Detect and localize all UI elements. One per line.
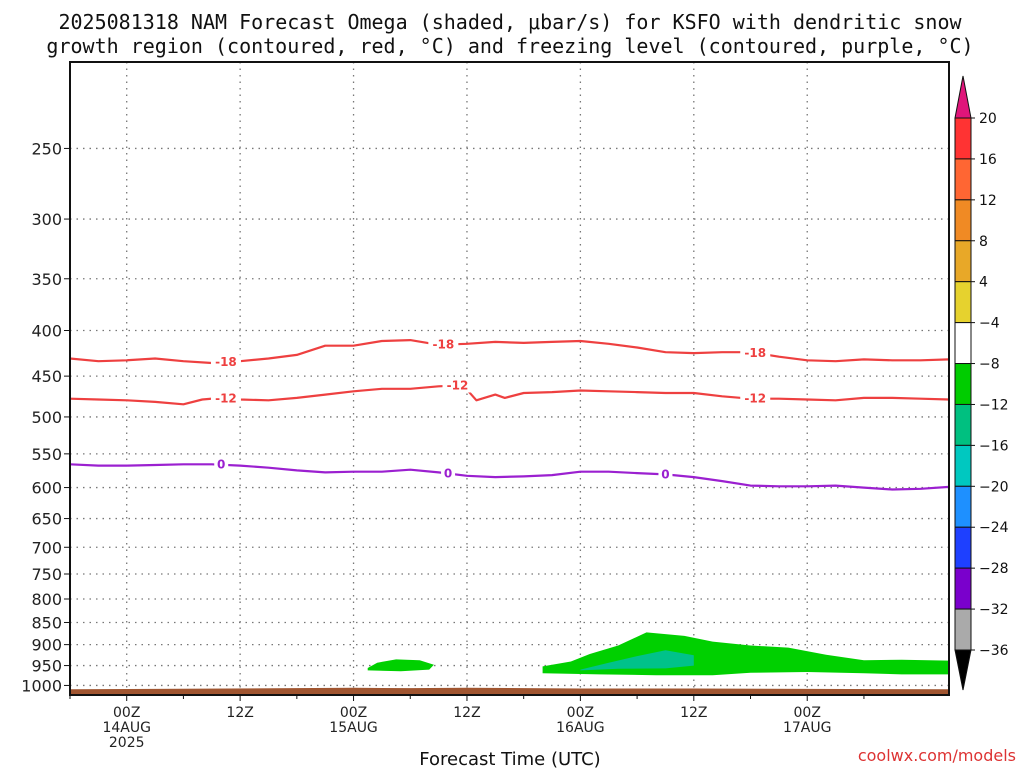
x-axis-label: Forecast Time (UTC) bbox=[419, 749, 600, 768]
y-tick-label: 700 bbox=[31, 538, 62, 557]
contour-label: 0 bbox=[444, 467, 452, 481]
contour-label-bg bbox=[210, 355, 241, 370]
y-tick-label: 250 bbox=[31, 139, 62, 158]
colorbar-swatch bbox=[954, 608, 972, 651]
colorbar-label: 8 bbox=[979, 234, 988, 250]
contour-label-bg bbox=[740, 345, 771, 360]
contour-label-bg bbox=[441, 466, 456, 481]
x-tick-label: 14AUG bbox=[102, 720, 151, 736]
x-tick-label: 15AUG bbox=[329, 720, 378, 736]
y-axis-ticks: 250 300 350 400 450 500 550 600 650 700 750 800 850 9… bbox=[21, 139, 70, 695]
y-tick-label: 850 bbox=[31, 613, 62, 632]
ground-polygon bbox=[70, 687, 949, 695]
ground-fill bbox=[70, 687, 949, 695]
contour-line bbox=[69, 339, 950, 365]
colorbar-swatch bbox=[954, 199, 972, 242]
x-tick-label: 00Z bbox=[340, 705, 367, 721]
omega-shading bbox=[367, 632, 949, 676]
y-tick-label: 950 bbox=[31, 657, 62, 676]
omega-shaded-region bbox=[580, 650, 694, 671]
y-tick-label: 650 bbox=[31, 510, 62, 529]
contour-label-bg bbox=[740, 391, 771, 406]
y-tick-label: 600 bbox=[31, 479, 62, 498]
y-tick-label: 1000 bbox=[21, 676, 62, 695]
contour-label: -12 bbox=[744, 392, 766, 406]
colorbar-label: −28 bbox=[979, 561, 1009, 577]
contour-label: 0 bbox=[661, 467, 669, 481]
colorbar-label: −24 bbox=[979, 520, 1009, 536]
colorbar-swatch bbox=[954, 281, 972, 324]
x-tick-label: 00Z bbox=[113, 705, 140, 721]
contour-line bbox=[69, 463, 950, 491]
colorbar-swatch bbox=[954, 485, 972, 528]
colorbar-label: −8 bbox=[979, 357, 1000, 373]
credit-text: coolwx.com/models bbox=[858, 746, 1016, 765]
y-tick-label: 300 bbox=[31, 210, 62, 229]
colorbar-label: −4 bbox=[979, 316, 1000, 332]
colorbar-swatch bbox=[954, 322, 972, 365]
y-tick-label: 550 bbox=[31, 445, 62, 464]
contour-label: -18 bbox=[215, 355, 237, 369]
contour-label: -18 bbox=[432, 338, 454, 352]
chart-title-line1: 2025081318 NAM Forecast Omega (shaded, μ… bbox=[58, 10, 962, 34]
y-tick-label: 800 bbox=[31, 590, 62, 609]
contour-label-bg bbox=[214, 457, 229, 472]
colorbar-swatch bbox=[954, 526, 972, 569]
x-tick-label: 12Z bbox=[453, 705, 480, 721]
plot-frame bbox=[69, 61, 950, 696]
x-tick-label: 16AUG bbox=[556, 720, 605, 736]
colorbar-swatch bbox=[954, 158, 972, 201]
temperature-contours: -18 -18 -18 -12 -12 -12 0 0 0 bbox=[69, 337, 950, 491]
contour-label-bg bbox=[210, 391, 241, 406]
x-tick-label: 2025 bbox=[109, 735, 145, 751]
contour-label: 0 bbox=[217, 458, 225, 472]
contour-line bbox=[69, 384, 950, 406]
x-tick-label: 00Z bbox=[794, 705, 821, 721]
contour-label: -12 bbox=[215, 391, 237, 405]
colorbar-label: −36 bbox=[979, 643, 1009, 659]
colorbar: 20 16 12 8 4 −4 −8 −12 −16 −20 −24 −28 −32 −36 bbox=[954, 75, 1009, 691]
x-tick-label: 12Z bbox=[226, 705, 253, 721]
colorbar-label: −32 bbox=[979, 602, 1009, 618]
contour-label-bg bbox=[442, 378, 473, 393]
y-tick-label: 900 bbox=[31, 636, 62, 655]
omega-shaded-region bbox=[367, 659, 434, 672]
colorbar-bottom-arrow bbox=[954, 649, 972, 691]
colorbar-label: −20 bbox=[979, 479, 1009, 495]
contour-label-bg bbox=[658, 467, 673, 482]
y-tick-label: 450 bbox=[31, 367, 62, 386]
colorbar-label: −16 bbox=[979, 438, 1009, 454]
colorbar-swatch bbox=[954, 117, 972, 160]
chart-title-line2: growth region (contoured, red, °C) and f… bbox=[46, 34, 973, 58]
colorbar-label: 16 bbox=[979, 152, 997, 168]
colorbar-swatch bbox=[954, 567, 972, 610]
grid-lines bbox=[70, 62, 949, 695]
colorbar-swatch bbox=[954, 240, 972, 283]
y-tick-label: 500 bbox=[31, 408, 62, 427]
contour-label: -18 bbox=[744, 346, 766, 360]
colorbar-top-arrow bbox=[954, 75, 972, 119]
x-tick-label: 00Z bbox=[567, 705, 594, 721]
contour-label: -12 bbox=[447, 378, 469, 392]
colorbar-label: 20 bbox=[979, 111, 997, 127]
x-tick-label: 12Z bbox=[680, 705, 707, 721]
y-tick-label: 350 bbox=[31, 270, 62, 289]
y-tick-label: 750 bbox=[31, 565, 62, 584]
colorbar-swatch bbox=[954, 444, 972, 487]
colorbar-swatch bbox=[954, 403, 972, 446]
colorbar-label: −12 bbox=[979, 397, 1009, 413]
x-tick-label: 17AUG bbox=[783, 720, 832, 736]
y-tick-label: 400 bbox=[31, 321, 62, 340]
colorbar-label: 12 bbox=[979, 193, 997, 209]
colorbar-swatch bbox=[954, 363, 972, 405]
colorbar-label: 4 bbox=[979, 275, 988, 291]
contour-label-bg bbox=[428, 337, 459, 352]
